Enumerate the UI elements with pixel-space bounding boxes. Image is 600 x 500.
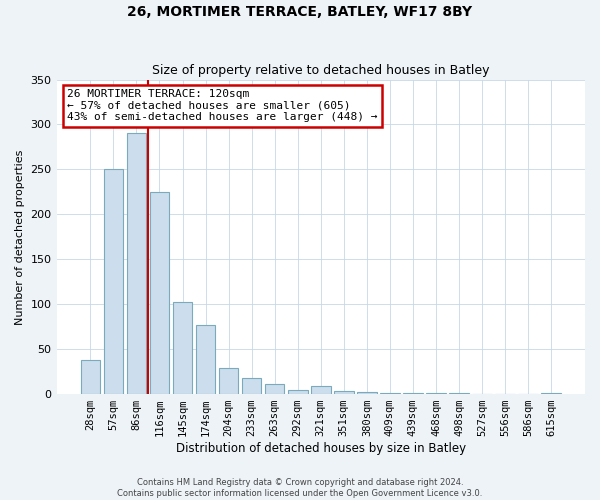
Bar bbox=[311, 386, 331, 394]
Bar bbox=[403, 393, 423, 394]
Bar bbox=[104, 170, 123, 394]
Text: 26, MORTIMER TERRACE, BATLEY, WF17 8BY: 26, MORTIMER TERRACE, BATLEY, WF17 8BY bbox=[127, 5, 473, 19]
X-axis label: Distribution of detached houses by size in Batley: Distribution of detached houses by size … bbox=[176, 442, 466, 455]
Text: 26 MORTIMER TERRACE: 120sqm
← 57% of detached houses are smaller (605)
43% of se: 26 MORTIMER TERRACE: 120sqm ← 57% of det… bbox=[67, 89, 377, 122]
Bar bbox=[173, 302, 193, 394]
Bar bbox=[334, 392, 353, 394]
Bar bbox=[426, 393, 446, 394]
Bar bbox=[265, 384, 284, 394]
Text: Contains HM Land Registry data © Crown copyright and database right 2024.
Contai: Contains HM Land Registry data © Crown c… bbox=[118, 478, 482, 498]
Bar bbox=[127, 132, 146, 394]
Bar bbox=[357, 392, 377, 394]
Title: Size of property relative to detached houses in Batley: Size of property relative to detached ho… bbox=[152, 64, 490, 77]
Bar bbox=[242, 378, 262, 394]
Bar bbox=[80, 360, 100, 394]
Bar bbox=[196, 325, 215, 394]
Bar bbox=[541, 393, 561, 394]
Bar bbox=[449, 393, 469, 394]
Bar bbox=[149, 192, 169, 394]
Bar bbox=[380, 393, 400, 394]
Y-axis label: Number of detached properties: Number of detached properties bbox=[15, 149, 25, 324]
Bar bbox=[219, 368, 238, 394]
Bar bbox=[288, 390, 308, 394]
